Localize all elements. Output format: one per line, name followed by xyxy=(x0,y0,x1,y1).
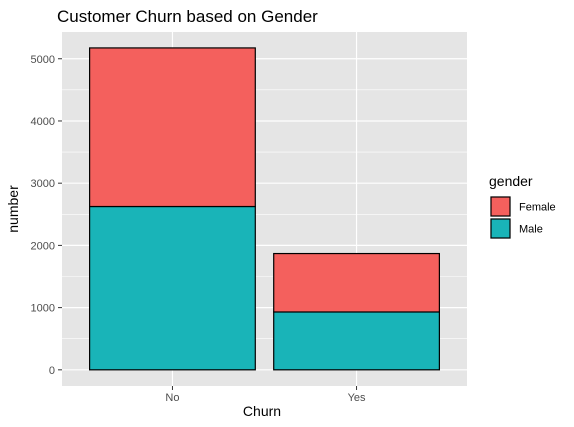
y-tick-label: 3000 xyxy=(31,178,55,190)
legend-swatch-male xyxy=(490,218,511,239)
bar-yes-female xyxy=(273,252,440,313)
y-axis-title: number xyxy=(5,185,21,233)
x-tick-label: No xyxy=(165,392,179,404)
y-tick-label: 2000 xyxy=(31,240,55,252)
bars xyxy=(89,47,440,371)
y-axis: 0 1000 2000 3000 4000 5000 xyxy=(31,54,62,377)
legend-title: gender xyxy=(489,173,533,189)
y-tick-label: 4000 xyxy=(31,116,55,128)
y-tick-label: 5000 xyxy=(31,54,55,66)
y-tick-label: 1000 xyxy=(31,303,55,315)
legend: gender Female Male xyxy=(489,173,556,239)
y-tick-label: 0 xyxy=(49,365,55,377)
bar-no-female xyxy=(89,47,256,208)
x-axis-title: Churn xyxy=(243,403,281,419)
legend-label-female: Female xyxy=(519,202,556,214)
chart-title: Customer Churn based on Gender xyxy=(57,7,318,26)
bar-no-male xyxy=(89,205,256,371)
x-axis: No Yes xyxy=(165,386,366,404)
legend-swatch-female xyxy=(490,196,511,217)
bar-yes-male xyxy=(273,311,440,371)
x-tick-label: Yes xyxy=(348,392,366,404)
legend-label-male: Male xyxy=(519,224,543,236)
